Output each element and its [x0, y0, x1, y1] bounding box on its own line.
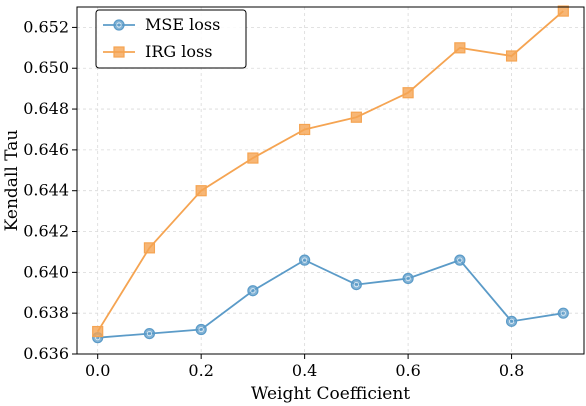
y-axis: 0.636 0.638 0.640 0.642 0.644 0.646 0.648 0.650… [23, 17, 77, 363]
data-point [299, 254, 311, 266]
x-axis-title: Weight Coefficient [251, 384, 410, 404]
data-point-ring [146, 330, 153, 337]
data-point [350, 111, 362, 123]
y-tick-label: 0.652 [23, 17, 69, 36]
data-point [247, 285, 259, 297]
data-point [247, 152, 259, 164]
y-tick-label: 0.650 [23, 58, 69, 77]
series-layer [92, 5, 569, 344]
data-point [143, 242, 156, 254]
data-point-ring [250, 288, 256, 294]
legend: MSE loss IRG loss [95, 9, 247, 69]
x-tick-label: 0.6 [395, 361, 420, 380]
plot-frame [76, 6, 585, 355]
y-tick-label: 0.646 [23, 140, 69, 159]
y-tick-label: 0.636 [23, 344, 69, 363]
data-point [195, 323, 207, 336]
x-tick-label: 0.8 [499, 361, 524, 380]
legend-item: MSE loss [103, 15, 220, 34]
data-point-ring [457, 257, 463, 263]
data-point-ring [560, 310, 566, 316]
data-point [454, 42, 466, 54]
data-point [92, 325, 104, 338]
data-point-ring [302, 257, 308, 263]
y-tick-label: 0.648 [23, 99, 69, 118]
series-2 [92, 5, 569, 338]
y-axis-title: Kendall Tau [2, 130, 22, 232]
data-point [143, 327, 156, 340]
data-point-ring [198, 326, 204, 333]
legend-marker [113, 46, 125, 58]
legend-label: IRG loss [145, 42, 212, 61]
legend-item: IRG loss [103, 42, 212, 61]
data-point [350, 279, 362, 291]
legend-label: MSE loss [145, 15, 220, 34]
legend-marker [113, 19, 125, 31]
x-tick-label: 0.4 [292, 361, 317, 380]
data-point-ring [353, 281, 359, 288]
data-point-ring [405, 275, 411, 282]
x-axis: 0.0 0.2 0.4 0.6 0.8 [85, 354, 524, 380]
y-tick-label: 0.642 [23, 222, 69, 241]
data-point [557, 307, 569, 319]
series-1 [92, 254, 569, 344]
data-point [195, 185, 207, 197]
data-point [299, 123, 311, 136]
legend-marker-ring [116, 22, 122, 28]
x-tick-label: 0.2 [188, 361, 213, 380]
y-tick-label: 0.644 [23, 181, 69, 200]
x-tick-label: 0.0 [85, 361, 110, 380]
data-point [505, 315, 518, 327]
data-point [505, 50, 518, 62]
y-tick-label: 0.638 [23, 303, 69, 322]
series-line [96, 10, 564, 333]
data-point [454, 254, 466, 266]
y-tick-label: 0.640 [23, 262, 69, 281]
data-point [402, 87, 414, 99]
series-line [97, 259, 564, 339]
data-point-ring [508, 318, 515, 324]
data-point [402, 272, 414, 285]
data-point [557, 5, 569, 17]
